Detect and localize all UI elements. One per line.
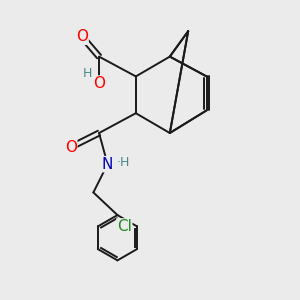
Text: ·H: ·H xyxy=(116,156,130,169)
Text: N: N xyxy=(102,157,113,172)
Text: Cl: Cl xyxy=(117,219,132,234)
Text: O: O xyxy=(93,76,105,91)
Text: H: H xyxy=(82,67,92,80)
Text: O: O xyxy=(76,29,88,44)
Text: O: O xyxy=(65,140,77,155)
